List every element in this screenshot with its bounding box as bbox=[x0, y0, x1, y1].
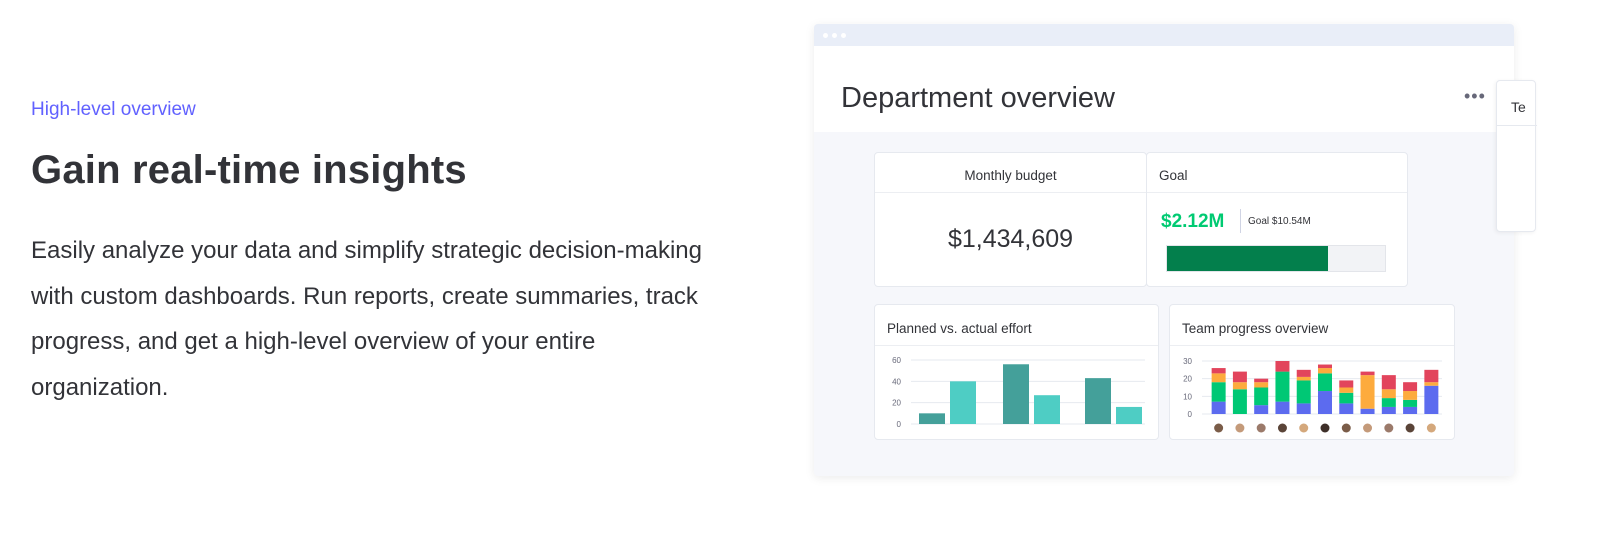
stacked-bar-segment bbox=[1232, 371, 1247, 383]
avatar-icon bbox=[1384, 423, 1394, 433]
team-progress-widget[interactable]: Team progress overview 30 20 10 0 bbox=[1169, 304, 1455, 440]
goal-target-value: Goal $10.54M bbox=[1248, 216, 1311, 227]
stacked-bar-segment bbox=[1339, 403, 1354, 414]
widget-divider bbox=[875, 345, 1158, 346]
stacked-bar-segment bbox=[1381, 389, 1396, 399]
y-tick-label: 0 bbox=[1188, 410, 1193, 419]
stacked-bar-segment bbox=[1318, 364, 1332, 369]
dashboard-title: Department overview bbox=[841, 82, 1115, 114]
stacked-bar-segment bbox=[1403, 391, 1418, 400]
stacked-bar-segment bbox=[1424, 382, 1439, 386]
y-tick-label: 0 bbox=[897, 420, 902, 429]
body-copy: Easily analyze your data and simplify st… bbox=[31, 237, 702, 401]
avatar-icon bbox=[1256, 423, 1266, 433]
planned-vs-actual-chart: 60 40 20 0 bbox=[892, 356, 1145, 429]
dashboard-header bbox=[814, 46, 1514, 132]
side-peek-card[interactable]: Te bbox=[1496, 80, 1537, 232]
avatar-icon bbox=[1363, 423, 1373, 433]
stacked-bar-segment bbox=[1275, 361, 1290, 372]
headline: Gain real-time insights bbox=[31, 148, 467, 192]
stacked-bar-segment bbox=[1403, 382, 1418, 392]
stacked-bar-segment bbox=[1296, 380, 1311, 404]
window-dot-icon bbox=[823, 33, 828, 38]
budget-value: $1,434,609 bbox=[947, 225, 1074, 253]
stacked-bar-segment bbox=[1424, 369, 1439, 383]
stacked-bar-segment bbox=[1254, 382, 1269, 388]
stacked-bar-segment bbox=[1296, 403, 1311, 414]
budget-widget[interactable]: Monthly budget $1,434,609 bbox=[874, 152, 1147, 287]
stacked-bar-segment bbox=[1296, 376, 1311, 381]
stacked-bar-segment bbox=[1254, 405, 1269, 414]
window-dot-icon bbox=[841, 33, 846, 38]
stacked-bar-segment bbox=[1424, 385, 1439, 414]
stacked-bar-segment bbox=[1211, 373, 1226, 383]
goal-progress-bar bbox=[1166, 245, 1386, 272]
stacked-bar-segment bbox=[1360, 375, 1375, 409]
team-progress-chart: 30 20 10 0 bbox=[1183, 357, 1442, 433]
avatar-icon bbox=[1320, 423, 1330, 433]
bar bbox=[1085, 378, 1111, 424]
stacked-bar-segment bbox=[1403, 399, 1418, 407]
side-peek-label: Te bbox=[1511, 99, 1526, 115]
widget-divider bbox=[1497, 125, 1537, 126]
stacked-bar-segment bbox=[1254, 378, 1269, 383]
bar bbox=[1003, 364, 1029, 424]
window-title-bar bbox=[814, 24, 1514, 46]
widget-divider bbox=[1170, 345, 1454, 346]
goal-divider bbox=[1240, 209, 1241, 233]
bar bbox=[919, 413, 945, 424]
window-dot-icon bbox=[832, 33, 837, 38]
goal-widget[interactable]: Goal $2.12M Goal $10.54M bbox=[1146, 152, 1408, 287]
avatar-icon bbox=[1214, 423, 1224, 433]
planned-vs-actual-widget[interactable]: Planned vs. actual effort 60 40 20 0 bbox=[874, 304, 1159, 440]
goal-widget-title: Goal bbox=[1159, 168, 1188, 183]
goal-progress-fill bbox=[1167, 246, 1329, 271]
team-progress-title: Team progress overview bbox=[1182, 321, 1329, 336]
y-tick-label: 10 bbox=[1183, 392, 1192, 401]
avatar-icon bbox=[1405, 423, 1415, 433]
more-horizontal-icon[interactable]: ••• bbox=[1464, 86, 1486, 106]
planned-vs-actual-title: Planned vs. actual effort bbox=[887, 321, 1032, 336]
avatar-icon bbox=[1299, 423, 1309, 433]
budget-widget-title: Monthly budget bbox=[964, 168, 1057, 183]
widget-divider bbox=[1147, 192, 1407, 193]
stacked-bar-segment bbox=[1275, 401, 1290, 414]
avatar-icon bbox=[1277, 423, 1287, 433]
eyebrow-label: High-level overview bbox=[31, 99, 196, 120]
avatar-icon bbox=[1341, 423, 1351, 433]
stacked-bar-segment bbox=[1339, 380, 1354, 388]
stacked-bar-segment bbox=[1339, 387, 1354, 393]
stacked-bar-segment bbox=[1381, 398, 1396, 407]
stacked-bar-segment bbox=[1275, 371, 1290, 402]
y-tick-label: 30 bbox=[1183, 357, 1192, 366]
stacked-bar-segment bbox=[1211, 368, 1226, 374]
stacked-bar-segment bbox=[1211, 401, 1226, 414]
avatar-icon bbox=[1235, 423, 1245, 433]
widget-divider bbox=[875, 192, 1146, 193]
stacked-bar-segment bbox=[1254, 387, 1269, 406]
stacked-bar-segment bbox=[1360, 371, 1375, 376]
stacked-bar-segment bbox=[1211, 382, 1226, 402]
stacked-bar-segment bbox=[1318, 368, 1332, 374]
stacked-bar-segment bbox=[1381, 406, 1396, 414]
avatar-icon bbox=[1426, 423, 1436, 433]
bar bbox=[1034, 395, 1060, 424]
stacked-bar-segment bbox=[1232, 389, 1247, 414]
stacked-bar-segment bbox=[1296, 369, 1311, 377]
goal-current-value: $2.12M bbox=[1161, 211, 1225, 232]
bar bbox=[1116, 406, 1142, 424]
stacked-bar-segment bbox=[1318, 391, 1332, 414]
y-tick-label: 20 bbox=[892, 399, 901, 408]
y-tick-label: 60 bbox=[892, 356, 901, 365]
stacked-bar-segment bbox=[1381, 375, 1396, 390]
stacked-bar-segment bbox=[1232, 382, 1247, 390]
stacked-bar-segment bbox=[1318, 373, 1332, 392]
dashboard-window: Department overview ••• Monthly budget $… bbox=[814, 24, 1514, 476]
y-tick-label: 20 bbox=[1183, 375, 1192, 384]
stacked-bar-segment bbox=[1360, 408, 1375, 414]
stacked-bar-segment bbox=[1339, 392, 1354, 404]
stacked-bar-segment bbox=[1403, 406, 1418, 414]
y-tick-label: 40 bbox=[892, 377, 901, 386]
bar bbox=[950, 381, 976, 424]
